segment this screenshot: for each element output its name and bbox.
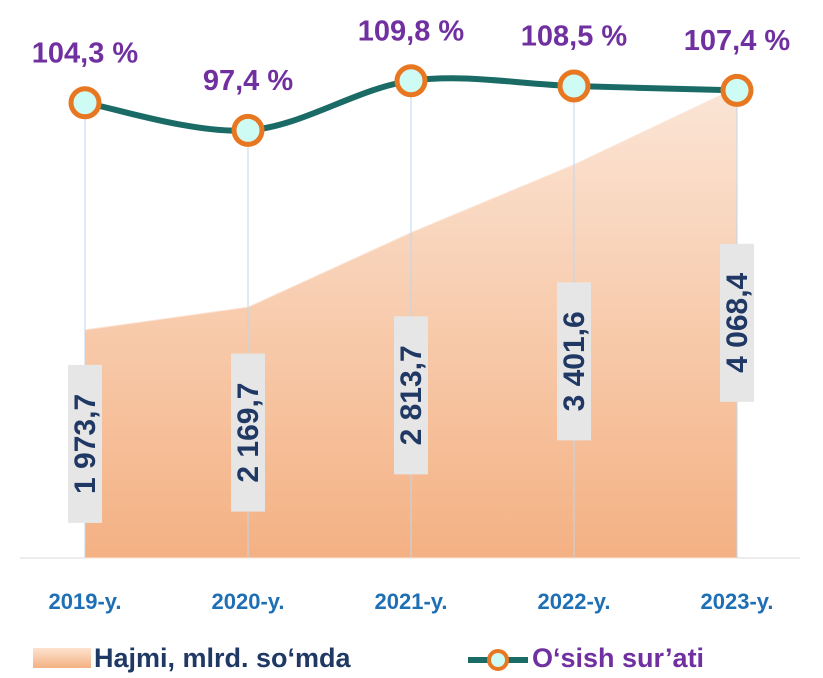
line-value-label: 107,4 %	[684, 25, 791, 57]
line-marker	[720, 73, 754, 107]
line-marker	[68, 86, 102, 120]
line-value-label: 109,8 %	[358, 15, 465, 47]
legend-swatch	[33, 648, 91, 668]
value-label: 4 068,4	[720, 243, 754, 402]
value-label-text: 1 973,7	[69, 394, 102, 494]
line-value-label: 97,4 %	[203, 65, 293, 97]
value-label-box	[720, 243, 754, 402]
value-label-text: 2 169,7	[232, 383, 265, 483]
x-tick-label: 2023-y.	[701, 589, 774, 614]
legend-label: O‘sish sur’ati	[532, 643, 704, 673]
value-label-text: 3 401,6	[558, 311, 591, 411]
value-label-text: 2 813,7	[395, 345, 428, 445]
value-label: 1 973,7	[68, 364, 102, 523]
x-tick-label: 2020-y.	[212, 589, 285, 614]
value-label: 2 169,7	[231, 353, 265, 512]
legend-label: Hajmi, mlrd. so‘mda	[94, 643, 352, 673]
value-label-box	[557, 282, 591, 441]
value-label-box	[231, 353, 265, 512]
value-label: 2 813,7	[394, 316, 428, 475]
x-tick-label: 2021-y.	[375, 589, 448, 614]
line-marker	[394, 64, 428, 98]
value-label-text: 4 068,4	[721, 272, 754, 372]
x-tick-label: 2022-y.	[538, 589, 611, 614]
line-marker	[231, 113, 265, 147]
line-value-label: 104,3 %	[32, 37, 139, 69]
line-value-label: 108,5 %	[521, 21, 628, 53]
value-label-box	[394, 316, 428, 475]
value-label-box	[68, 364, 102, 523]
x-tick-label: 2019-y.	[49, 589, 122, 614]
line-marker	[557, 69, 591, 103]
value-label: 3 401,6	[557, 282, 591, 441]
legend-marker	[487, 649, 509, 671]
